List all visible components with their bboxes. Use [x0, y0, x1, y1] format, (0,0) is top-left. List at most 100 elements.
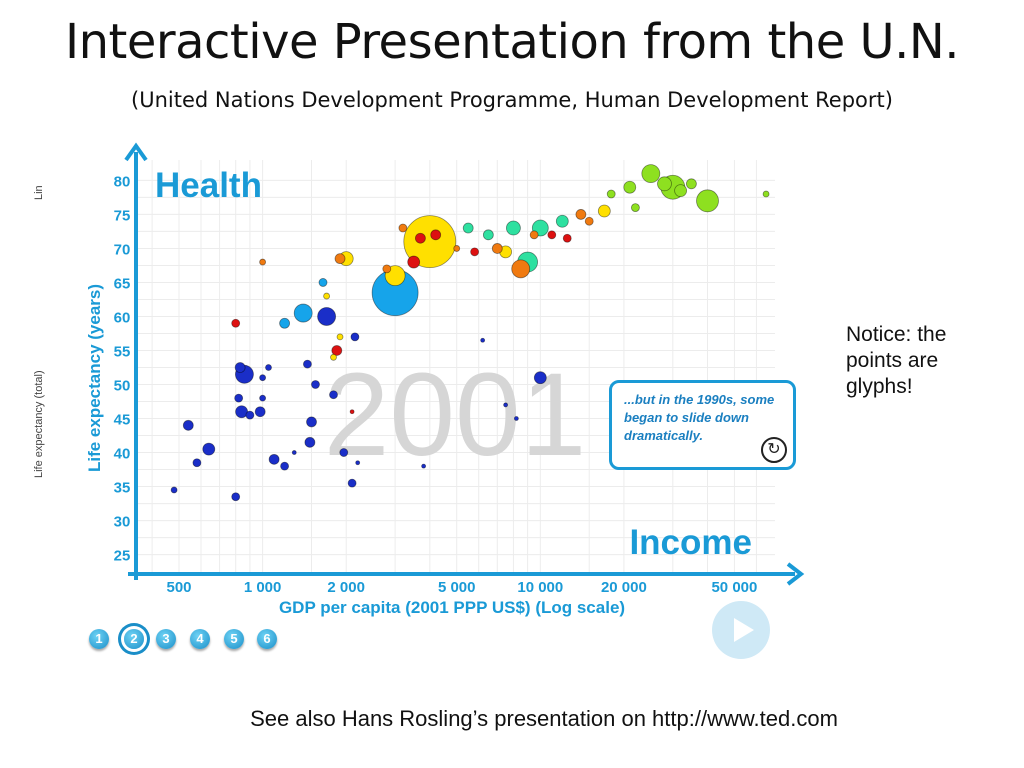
- data-point[interactable]: [575, 209, 587, 220]
- chart-title: Health: [155, 166, 262, 205]
- data-point[interactable]: [329, 390, 338, 400]
- x-tick-label: 50 000: [711, 579, 757, 596]
- data-point[interactable]: [318, 278, 328, 287]
- x-tick-label: 10 000: [517, 579, 563, 596]
- x-axis-arrow: [786, 562, 805, 586]
- y-tick-label: 30: [114, 514, 131, 531]
- data-point[interactable]: [407, 255, 421, 269]
- data-point[interactable]: [511, 259, 531, 279]
- y-tick-label: 75: [114, 207, 131, 224]
- data-point[interactable]: [631, 203, 640, 213]
- data-point[interactable]: [336, 333, 344, 341]
- data-point[interactable]: [623, 180, 637, 194]
- data-point[interactable]: [382, 264, 392, 274]
- data-point[interactable]: [303, 359, 312, 369]
- x-tick-label: 5 000: [438, 579, 476, 596]
- data-point[interactable]: [347, 478, 357, 488]
- data-point[interactable]: [259, 394, 267, 402]
- slide-nav-button-6[interactable]: 6: [257, 629, 277, 649]
- data-point[interactable]: [470, 247, 480, 257]
- data-point[interactable]: [430, 229, 442, 241]
- data-point[interactable]: [323, 292, 331, 300]
- data-point[interactable]: [304, 436, 316, 448]
- slide-nav-button-5[interactable]: 5: [224, 629, 244, 649]
- data-point[interactable]: [503, 402, 509, 408]
- data-point[interactable]: [533, 371, 547, 385]
- chart-x-title: Income: [629, 523, 752, 562]
- data-point[interactable]: [339, 448, 349, 457]
- data-point[interactable]: [259, 374, 267, 382]
- data-point[interactable]: [259, 258, 267, 266]
- x-axis-title: GDP per capita (2001 PPP US$) (Log scale…: [279, 598, 625, 617]
- data-point[interactable]: [355, 460, 361, 466]
- data-point[interactable]: [306, 416, 317, 428]
- slide-nav-button-3[interactable]: 3: [156, 629, 176, 649]
- y-tick-label: 70: [114, 241, 131, 258]
- data-point[interactable]: [202, 442, 216, 456]
- data-point[interactable]: [268, 453, 280, 465]
- y-tick-label: 35: [114, 480, 131, 497]
- data-point[interactable]: [491, 243, 503, 254]
- data-point[interactable]: [686, 178, 697, 190]
- data-point[interactable]: [234, 393, 244, 403]
- data-point[interactable]: [398, 223, 408, 233]
- footer-text: See also Hans Rosling’s presentation on …: [250, 706, 838, 731]
- data-point[interactable]: [192, 458, 202, 468]
- data-point[interactable]: [291, 450, 297, 455]
- data-point[interactable]: [349, 409, 355, 415]
- data-point[interactable]: [350, 332, 360, 342]
- data-point[interactable]: [482, 229, 494, 241]
- data-point[interactable]: [529, 230, 539, 240]
- data-point[interactable]: [547, 230, 557, 240]
- data-point[interactable]: [606, 189, 616, 199]
- slide-nav-button-2[interactable]: 2: [124, 629, 144, 649]
- data-point[interactable]: [584, 216, 594, 226]
- y-axis-title: Life expectancy (years): [85, 284, 104, 472]
- data-point[interactable]: [674, 184, 687, 198]
- data-point[interactable]: [421, 463, 427, 469]
- data-point[interactable]: [182, 419, 194, 431]
- data-point[interactable]: [245, 410, 255, 420]
- data-point[interactable]: [235, 405, 248, 419]
- data-point[interactable]: [334, 253, 346, 265]
- data-point[interactable]: [280, 461, 290, 471]
- callout-text: ...but in the 1990s, some began to slide…: [624, 392, 775, 443]
- data-point[interactable]: [170, 486, 178, 494]
- data-point[interactable]: [311, 380, 320, 389]
- data-point[interactable]: [279, 317, 291, 329]
- data-point[interactable]: [231, 492, 241, 502]
- slide-nav-button-1[interactable]: 1: [89, 629, 109, 649]
- data-point[interactable]: [317, 307, 337, 326]
- data-point[interactable]: [597, 204, 611, 218]
- data-point[interactable]: [254, 406, 266, 418]
- play-icon[interactable]: [712, 601, 770, 659]
- data-point[interactable]: [234, 362, 246, 373]
- data-point[interactable]: [462, 222, 474, 234]
- data-point[interactable]: [555, 214, 569, 228]
- data-point[interactable]: [762, 190, 770, 198]
- data-point[interactable]: [331, 345, 343, 356]
- slide-nav-button-4[interactable]: 4: [190, 629, 210, 649]
- data-point[interactable]: [506, 220, 521, 236]
- x-tick-label: 500: [167, 579, 192, 596]
- data-point[interactable]: [403, 215, 457, 269]
- data-point[interactable]: [696, 189, 719, 213]
- replay-icon[interactable]: ↻: [761, 437, 787, 463]
- data-point[interactable]: [231, 318, 241, 328]
- data-point[interactable]: [480, 337, 486, 343]
- y-tick-label: 80: [114, 173, 131, 190]
- data-point[interactable]: [265, 364, 272, 371]
- y-axis-arrow: [124, 142, 148, 162]
- data-point[interactable]: [453, 245, 461, 252]
- data-point[interactable]: [657, 176, 672, 192]
- data-point[interactable]: [415, 232, 426, 244]
- data-point[interactable]: [330, 353, 337, 361]
- data-point[interactable]: [641, 164, 661, 184]
- data-point[interactable]: [562, 233, 572, 243]
- slide-subtitle: (United Nations Development Programme, H…: [131, 88, 893, 112]
- data-point[interactable]: [513, 416, 519, 421]
- y-tick-label: 55: [114, 343, 131, 360]
- y-tick-label: 60: [114, 309, 131, 326]
- data-point[interactable]: [293, 303, 313, 323]
